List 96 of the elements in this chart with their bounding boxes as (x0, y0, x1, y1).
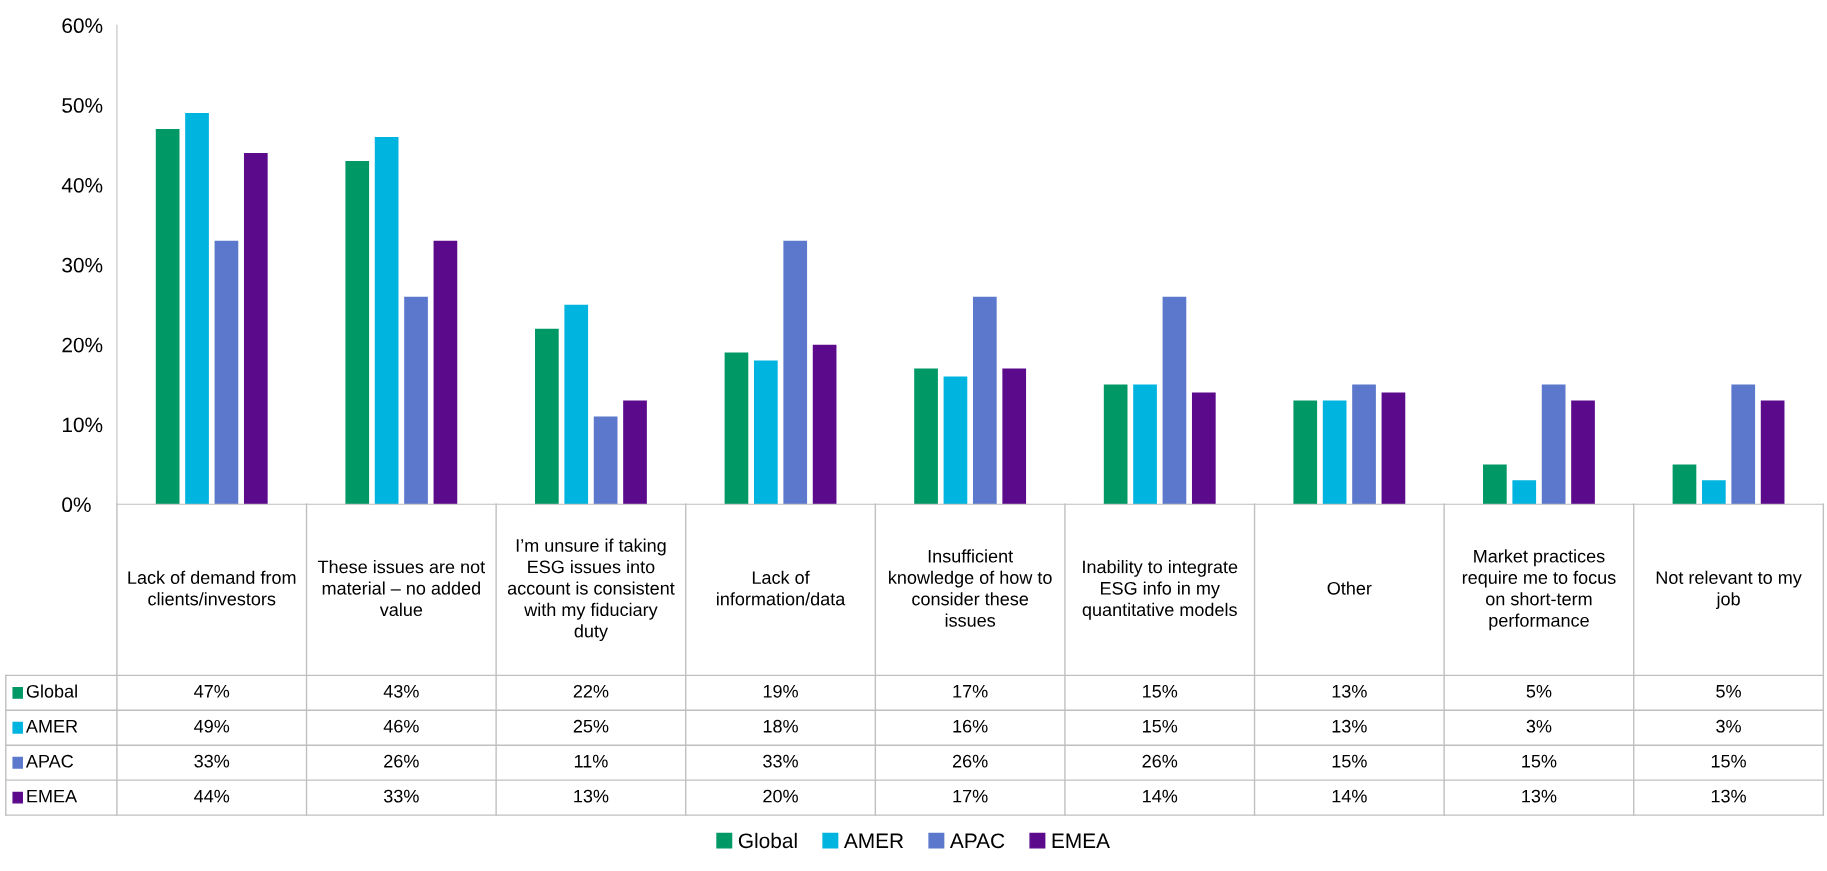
data-label: 33% (763, 754, 798, 768)
data-label: 33% (383, 789, 419, 803)
y-tick-label: 40% (61, 177, 103, 193)
bar (943, 376, 968, 505)
data-label: 25% (573, 719, 609, 733)
bar (1002, 368, 1027, 505)
y-tick-label: 20% (62, 337, 103, 353)
bar (404, 296, 428, 505)
data-label: 13% (1711, 789, 1746, 803)
bar (1483, 464, 1507, 505)
text: AMER (843, 833, 904, 848)
data-label: 26% (384, 754, 419, 768)
bar (593, 416, 618, 505)
bar (753, 360, 778, 505)
bar (535, 328, 559, 505)
data-label: 14% (1143, 789, 1178, 803)
bar (214, 240, 239, 505)
legend-label: AMER (25, 720, 78, 733)
data-label: 46% (383, 719, 419, 733)
data-label: 5% (1716, 684, 1741, 698)
data-label: 17% (953, 684, 988, 698)
y-tick-label: 50% (62, 98, 103, 113)
bar (1512, 480, 1537, 505)
bar (345, 160, 370, 505)
bar (1731, 384, 1756, 505)
data-label: 26% (1142, 754, 1178, 768)
legend-label: Global (26, 684, 77, 698)
bar (623, 400, 647, 505)
y-tick-label: 0% (62, 497, 91, 513)
data-label: 13% (1332, 719, 1367, 733)
x-tick-label: Lack of demand from clients/investors (128, 570, 296, 606)
bar (1760, 400, 1785, 505)
bar (243, 153, 268, 505)
data-label: 20% (763, 789, 798, 803)
bar (1191, 392, 1216, 505)
x-tick-label: I’m unsure if taking ESG issues into account is consistent with my fiduciary duty (507, 538, 675, 642)
bar (185, 113, 209, 505)
x-tick-label: Not relevant to my job (1656, 570, 1802, 609)
x-tick-label: Lack of information/data (717, 570, 846, 606)
bar (724, 352, 749, 505)
data-label: 18% (763, 719, 798, 733)
y-tick-label: 10% (62, 417, 103, 433)
bar (1571, 400, 1595, 505)
data-label: 15% (1332, 754, 1367, 768)
bar (1352, 384, 1376, 505)
bar (1672, 464, 1697, 505)
data-label: 15% (1711, 754, 1746, 768)
bar (783, 240, 808, 505)
bar (1322, 400, 1347, 505)
bar (812, 344, 837, 505)
bar (374, 137, 399, 505)
data-label: 14% (1332, 789, 1367, 803)
y-tick-label: 30% (62, 257, 103, 273)
bar (1293, 400, 1318, 505)
data-label: 13% (574, 789, 609, 803)
y-tick-label: 60% (62, 18, 103, 34)
x-tick-label: These issues are not material – no added value (317, 560, 486, 617)
data-label: 15% (1143, 684, 1178, 698)
x-tick-label: Other (1327, 581, 1372, 595)
data-label: 19% (763, 684, 798, 698)
bar (433, 240, 458, 505)
data-label: 22% (573, 684, 609, 698)
x-tick-label: Market practices require me to focus on short-term performance (1462, 549, 1616, 631)
bar (155, 129, 180, 505)
bar (972, 296, 997, 505)
data-label: 3% (1526, 719, 1552, 733)
bar (1702, 480, 1726, 505)
data-label: 17% (953, 789, 988, 803)
bar (1103, 384, 1128, 505)
data-label: 11% (574, 754, 608, 768)
data-label: 33% (194, 754, 230, 768)
data-label: 26% (952, 754, 988, 768)
x-tick-label: Inability to integrate ESG info in my quantitative models (1082, 560, 1238, 620)
legend-label: EMEA (1052, 833, 1110, 848)
bar (1541, 384, 1566, 505)
bar (914, 368, 938, 505)
data-label: 15% (1522, 754, 1557, 768)
x-tick-label: Insufficient knowledge of how to consider these issues (889, 549, 1052, 627)
data-label: 3% (1716, 719, 1741, 733)
data-label: 47% (194, 684, 230, 698)
data-label: 16% (953, 719, 988, 733)
text: Global (738, 832, 797, 849)
data-label: 13% (1522, 789, 1557, 803)
data-label: 13% (1332, 684, 1367, 698)
data-label: 44% (194, 789, 230, 803)
bar (1162, 296, 1187, 505)
bar (1133, 384, 1157, 505)
legend-label: APAC (25, 754, 74, 768)
bar (564, 304, 589, 505)
bar (1381, 392, 1406, 505)
data-label: 5% (1526, 684, 1552, 698)
text: APAC (949, 833, 1005, 849)
data-label: 15% (1143, 719, 1178, 733)
data-label: 49% (194, 719, 230, 733)
text: EMEA (27, 789, 78, 803)
data-label: 43% (383, 684, 419, 698)
